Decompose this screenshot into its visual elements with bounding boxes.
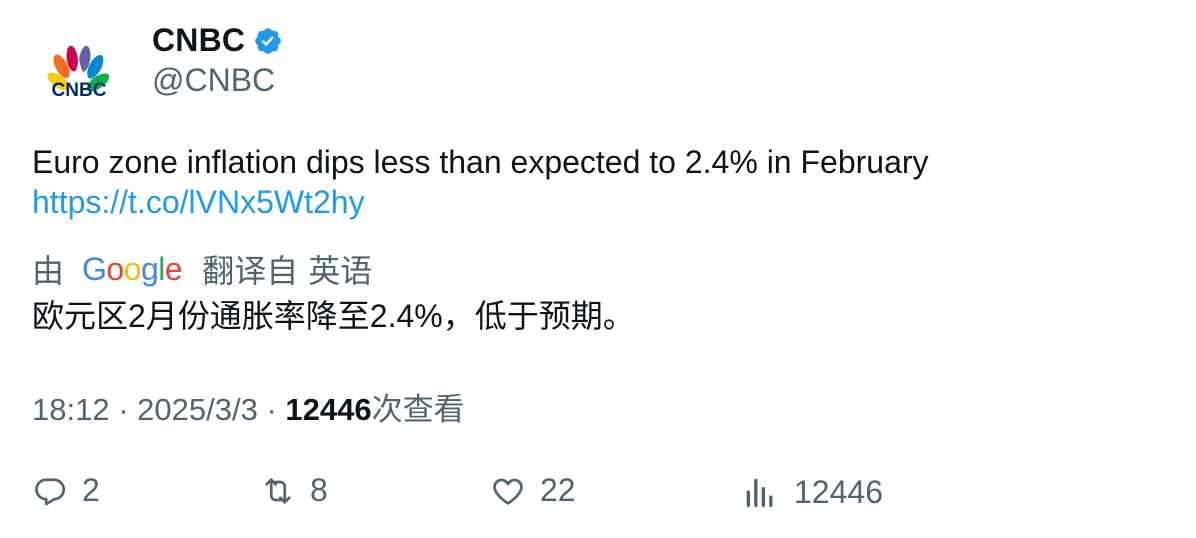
- retweet-count: 8: [310, 472, 328, 508]
- meta-separator: ·: [118, 392, 138, 427]
- heart-icon: [490, 473, 526, 509]
- author-name[interactable]: CNBC: [152, 22, 246, 58]
- translated-text: 欧元区2月份通胀率降至2.4%，低于预期。: [32, 298, 635, 334]
- cnbc-peacock-logo: CNBC: [47, 45, 110, 101]
- views-count: 12446: [285, 392, 372, 427]
- tweet-actions: 2 8 22 12446: [32, 472, 1162, 512]
- tweet-date[interactable]: 2025/3/3: [137, 392, 258, 427]
- views-action-count: 12446: [794, 473, 883, 510]
- google-logo: Google: [82, 250, 183, 287]
- tweet-time[interactable]: 18:12: [32, 392, 110, 427]
- verified-badge-icon[interactable]: [253, 26, 283, 56]
- reply-icon: [32, 473, 68, 509]
- source-language: 英语: [308, 253, 373, 289]
- author-name-row[interactable]: CNBC: [152, 22, 283, 59]
- tweet-link[interactable]: https://t.co/lVNx5Wt2hy: [32, 184, 365, 220]
- avatar[interactable]: CNBC: [38, 30, 122, 114]
- author-handle[interactable]: @CNBC: [152, 62, 276, 98]
- translated-by-label: 由: [32, 253, 65, 289]
- translated-from-label: 翻译自: [202, 253, 299, 289]
- analytics-icon: [740, 472, 780, 512]
- reply-button[interactable]: 2: [32, 472, 100, 509]
- retweet-icon: [260, 473, 296, 509]
- views-label: 次查看: [371, 392, 465, 427]
- meta-separator: ·: [266, 392, 286, 427]
- tweet-meta: 18:12 · 2025/3/3 · 12446次查看: [32, 384, 465, 429]
- avatar-logo-text: CNBC: [52, 80, 107, 101]
- translation-attribution: 由 Google 翻译自 英语: [32, 246, 372, 292]
- tweet-body: Euro zone inflation dips less than expec…: [32, 144, 929, 180]
- like-button[interactable]: 22: [490, 472, 576, 509]
- tweet-text: Euro zone inflation dips less than expec…: [32, 142, 1162, 222]
- like-count: 22: [540, 472, 576, 508]
- retweet-button[interactable]: 8: [260, 472, 328, 509]
- reply-count: 2: [82, 472, 100, 508]
- views-button[interactable]: 12446: [740, 472, 883, 512]
